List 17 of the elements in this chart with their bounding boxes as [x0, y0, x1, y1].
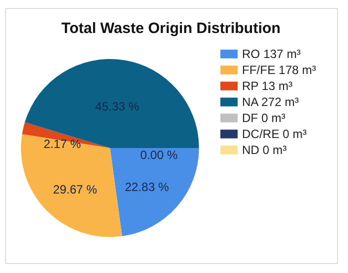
pie-slice [110, 148, 199, 236]
data-label: 29.67 % [53, 182, 98, 196]
pie-slice [24, 59, 199, 148]
legend-label: RP 13 m³ [242, 79, 292, 93]
data-label: 22.83 % [124, 180, 170, 194]
data-label: 2.17 % [44, 137, 82, 152]
legend-label: DF 0 m³ [242, 111, 286, 125]
data-label: 45.33 % [95, 100, 140, 114]
legend-label: DC/RE 0 m³ [242, 127, 307, 141]
chart-title: Total Waste Origin Distribution [61, 20, 281, 37]
legend-label: ND 0 m³ [242, 143, 287, 157]
legend-label: RO 137 m³ [242, 47, 301, 61]
pie-slice [21, 134, 122, 237]
text: 0.00 % [140, 148, 178, 162]
legend-label: NA 272 m³ [242, 95, 299, 109]
pie-slice [22, 122, 110, 148]
legend-label: FF/FE 178 m³ [242, 63, 316, 77]
